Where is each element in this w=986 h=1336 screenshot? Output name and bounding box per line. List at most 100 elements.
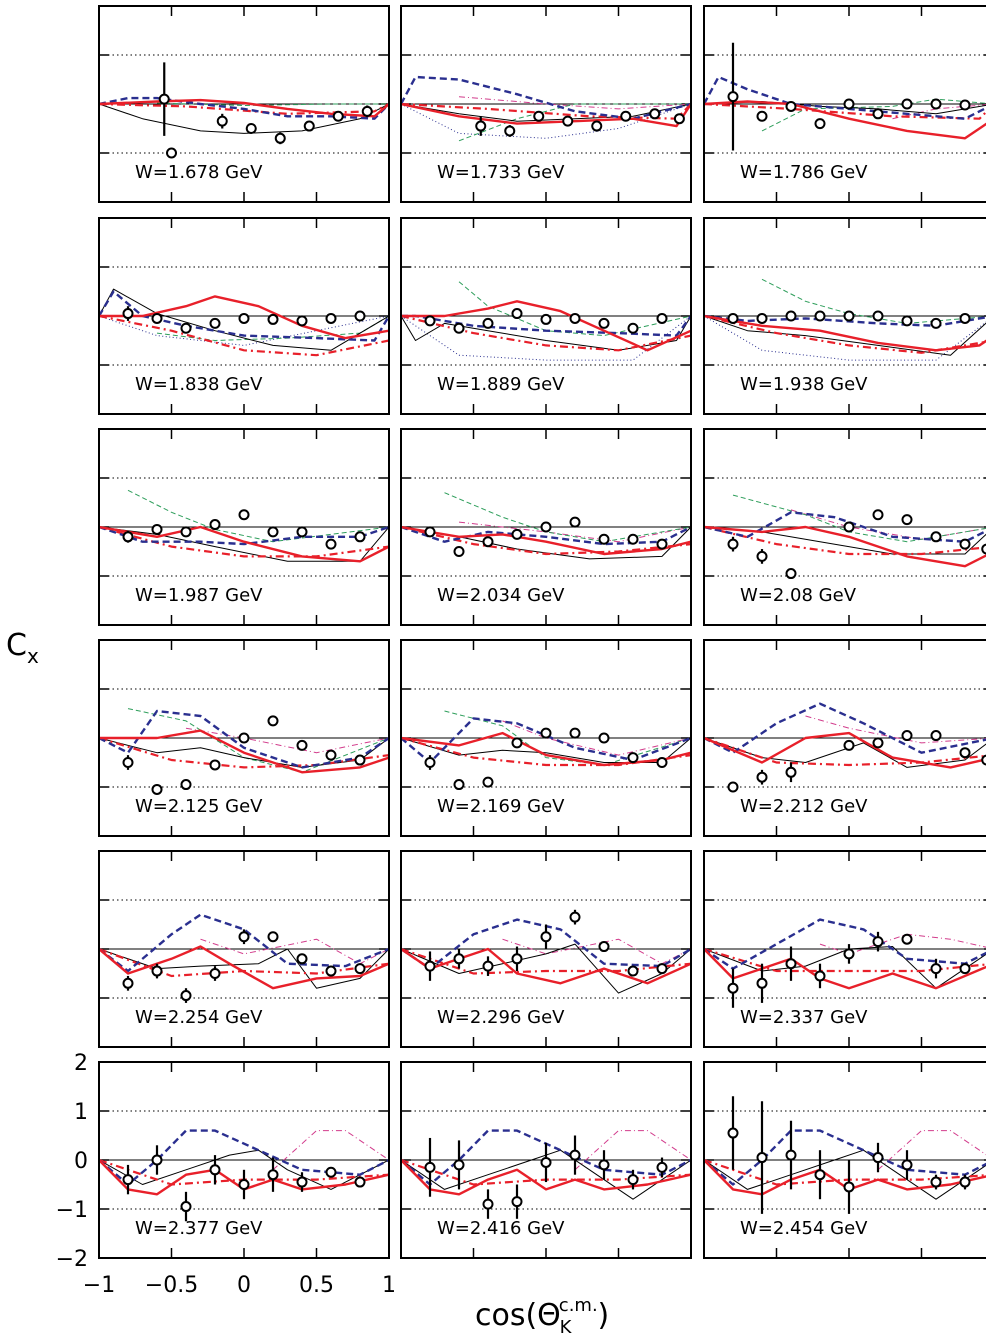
data-point [785, 100, 797, 112]
data-point [727, 1127, 739, 1139]
data-point [540, 931, 552, 943]
data-point [901, 1159, 913, 1171]
data-point [843, 948, 855, 960]
panel-label: W=2.337 GeV [740, 1007, 868, 1028]
data-point [296, 739, 308, 751]
panel-frame [98, 217, 390, 415]
data-point [238, 1179, 250, 1190]
data-point [151, 523, 163, 535]
data-point [325, 538, 337, 550]
data-point [843, 98, 855, 110]
curve-blue-dashed [704, 511, 986, 543]
curve-magenta-dashdot [185, 727, 389, 754]
y-ticklabel: 1 [74, 1100, 88, 1125]
curves [401, 281, 691, 361]
panel-label: W=2.377 GeV [135, 1218, 263, 1239]
data-point [209, 519, 221, 531]
curve-navy-dotted [704, 315, 986, 361]
data-point [245, 123, 257, 134]
curve-red-solid [99, 945, 389, 990]
panel: W=1.786 GeV [703, 5, 986, 203]
panel-frame [703, 639, 986, 837]
curve-red-dashdot [99, 102, 389, 115]
data-point [843, 521, 855, 533]
data-point [872, 509, 884, 521]
data-point [569, 1149, 581, 1161]
curve-black-solid [99, 288, 389, 351]
curve-blue-dashed [99, 525, 389, 546]
curve-red-dashdot [401, 736, 691, 767]
data-point [569, 727, 581, 739]
data-point [325, 965, 337, 977]
data-point [540, 521, 552, 533]
data-point [482, 317, 494, 329]
data-point [562, 115, 574, 127]
panel: W=1.838 GeV [98, 217, 390, 415]
panel-label: W=1.838 GeV [135, 374, 263, 395]
data-point [482, 776, 494, 788]
data-point [424, 1161, 436, 1173]
data-point [959, 747, 971, 759]
data-point [814, 1169, 826, 1181]
curve-black-solid [401, 737, 691, 763]
curve-red-solid [401, 947, 691, 985]
curve-magenta-dashdot [877, 1130, 986, 1171]
data-point [756, 110, 768, 122]
data-point [756, 550, 768, 562]
panel-frame [98, 5, 390, 203]
curve-red-dashdot [704, 736, 986, 767]
curve-blue-dashed [401, 1129, 691, 1186]
curve-blue-dashed [401, 918, 691, 970]
curves [704, 1096, 986, 1214]
data-point [656, 312, 668, 324]
panel-label: W=2.034 GeV [437, 585, 565, 606]
data-point [209, 968, 221, 979]
data-point [959, 538, 971, 550]
y-ticklabel: 0 [74, 1149, 88, 1174]
curves [704, 702, 986, 793]
data-point [453, 953, 465, 965]
curve-magenta-dashdot [790, 509, 986, 540]
curve-green-dashed [761, 278, 986, 324]
curve-red-solid [401, 1159, 691, 1196]
data-point [930, 531, 942, 543]
data-point [151, 783, 163, 795]
data-point [814, 310, 826, 322]
curve-blue-dashed [99, 290, 389, 342]
panel-label: W=1.938 GeV [740, 374, 868, 395]
data-point [540, 313, 552, 325]
curve-red-dashdot [401, 314, 691, 352]
panel: W=2.377 GeV [98, 1061, 390, 1259]
x-ticklabel: 0 [237, 1273, 251, 1298]
data-point [598, 941, 610, 953]
data-point [591, 120, 603, 132]
data-point [180, 990, 192, 1002]
data-point [482, 1198, 494, 1210]
curves [401, 75, 691, 142]
curves [99, 708, 389, 795]
data-point [180, 322, 192, 334]
curve-red-solid [704, 314, 986, 352]
panel: W=2.169 GeV [400, 639, 692, 837]
data-point [238, 312, 250, 324]
curve-magenta-dashdot [502, 938, 691, 965]
curves [401, 492, 691, 560]
data-point [296, 526, 308, 538]
data-point [872, 108, 884, 120]
curves [99, 489, 389, 563]
curve-red-solid [99, 525, 389, 563]
data-point [656, 963, 668, 975]
panel-label: W=1.889 GeV [437, 374, 565, 395]
data-point [511, 953, 523, 965]
y-axis-label: Cx [6, 628, 39, 668]
curve-blue-dashed [704, 75, 986, 120]
data-point [930, 1176, 942, 1188]
data-point [598, 1159, 610, 1171]
panel-label: W=1.987 GeV [135, 585, 263, 606]
panel-label: W=1.786 GeV [740, 162, 868, 183]
panel-frame [400, 5, 692, 203]
data-point [656, 757, 668, 768]
curve-red-solid [99, 1159, 389, 1196]
data-point [727, 781, 739, 793]
data-point [598, 533, 610, 545]
